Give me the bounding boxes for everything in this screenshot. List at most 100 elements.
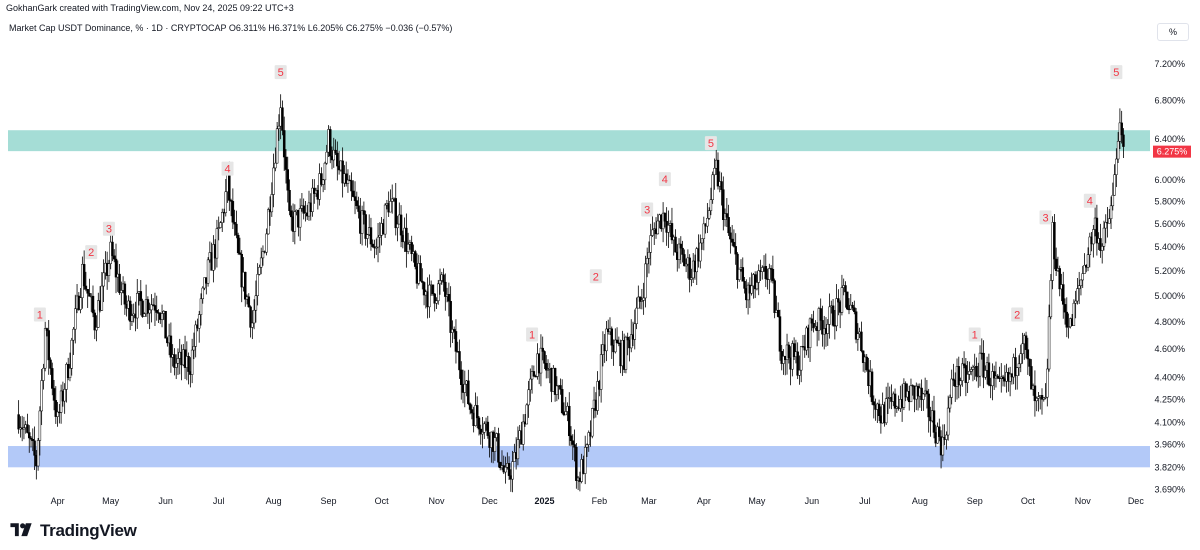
candle-body	[1046, 368, 1049, 398]
candle-body	[174, 363, 178, 368]
candle-body	[799, 346, 803, 371]
candle-body	[111, 241, 114, 257]
candle-body	[553, 368, 557, 395]
candle-body	[452, 329, 456, 332]
candle-body	[371, 243, 374, 247]
wave-label-bg	[704, 136, 717, 151]
candle-body	[107, 263, 111, 276]
candle-body	[219, 222, 222, 228]
candle-body	[651, 229, 654, 236]
candle-body	[792, 343, 796, 357]
candle-body	[1099, 238, 1102, 251]
candle-body	[1104, 222, 1107, 229]
candle-body	[828, 306, 831, 325]
wave-label-bg	[1011, 307, 1024, 322]
candle-body	[47, 330, 50, 361]
candle-body	[633, 323, 637, 340]
candle-body	[667, 225, 670, 233]
price-chart[interactable]: 1234512345123453.690%3.820%3.960%4.100%4…	[0, 16, 1200, 516]
candle-body	[1061, 284, 1065, 305]
candle-body	[688, 257, 691, 280]
candle-body	[1033, 385, 1037, 402]
candle-body	[787, 344, 791, 359]
candle-body	[707, 210, 711, 219]
candle-body	[479, 428, 482, 435]
candle-body	[702, 223, 706, 239]
candle-body	[1076, 288, 1079, 302]
candle-body	[468, 403, 472, 410]
candle-body	[950, 378, 953, 398]
candle-body	[56, 411, 59, 417]
candle-body	[1086, 254, 1090, 268]
candle-body	[298, 208, 302, 228]
candle-body	[529, 378, 532, 391]
candle-body	[952, 378, 955, 381]
candle-body	[1021, 343, 1024, 355]
candle-body	[757, 270, 760, 283]
candle-body	[649, 235, 652, 253]
candle-body	[84, 285, 88, 290]
candle-body	[419, 263, 422, 282]
candle-body	[599, 354, 603, 390]
candle-body	[826, 324, 830, 334]
candle-body	[893, 393, 897, 409]
candle-body	[143, 313, 146, 317]
candle-body	[369, 227, 373, 245]
candle-body	[1115, 158, 1118, 175]
wave-label-2: 2	[593, 271, 599, 283]
candle-body	[884, 398, 888, 424]
candle-body	[992, 371, 996, 379]
y-tick-label: 4.250%	[1154, 394, 1185, 404]
candle-body	[463, 383, 467, 393]
tradingview-logo-icon	[10, 523, 32, 537]
candle-body	[959, 380, 962, 386]
candle-body	[91, 295, 95, 314]
candle-body	[114, 258, 118, 278]
candle-body	[272, 167, 275, 195]
candle-body	[477, 417, 481, 430]
candle-body	[288, 189, 291, 211]
y-tick-label: 4.600%	[1154, 344, 1185, 354]
x-tick-label: Nov	[428, 496, 445, 506]
symbol-legend[interactable]: Market Cap USDT Dominance, % · 1D · CRYP…	[9, 23, 453, 33]
candle-body	[1074, 300, 1077, 304]
candle-body	[102, 272, 105, 287]
candle-body	[49, 359, 52, 369]
candle-body	[1058, 268, 1061, 290]
candle-body	[244, 271, 247, 300]
candle-body	[1026, 349, 1030, 360]
candle-body	[796, 351, 799, 376]
wave-label-1: 1	[37, 309, 43, 321]
candle-body	[1122, 134, 1125, 147]
wave-label-bg	[658, 172, 671, 187]
candle-body	[413, 251, 417, 267]
wave-label-bg	[274, 65, 287, 80]
candle-body	[74, 308, 77, 330]
candle-body	[36, 440, 40, 467]
candle-body	[475, 405, 479, 419]
candle-body	[812, 322, 815, 329]
candle-body	[192, 346, 196, 351]
candle-body	[922, 393, 925, 400]
wave-label-4: 4	[224, 164, 230, 176]
x-tick-label: Aug	[912, 496, 928, 506]
candle-body	[527, 389, 530, 406]
candle-body	[486, 421, 490, 436]
candle-body	[259, 257, 263, 268]
x-tick-label: Sep	[320, 496, 336, 506]
candle-body	[123, 283, 127, 305]
chart-area[interactable]: 1 2 3 4 5 1 2 3 4 5 1 2 3 4 5 3.690% 3.820% 3.960% 4.100% 4…	[0, 16, 1200, 516]
wave-label-3: 3	[106, 224, 112, 236]
percent-scale-button[interactable]: %	[1157, 23, 1189, 41]
candle-body	[516, 439, 520, 460]
candle-body	[97, 300, 100, 328]
wave-label-2: 2	[1014, 309, 1020, 321]
candle-body	[72, 328, 75, 341]
candle-body	[277, 125, 281, 130]
candle-body	[431, 284, 435, 295]
candle-body	[27, 432, 31, 439]
candle-body	[187, 356, 190, 372]
candle-body	[86, 289, 89, 294]
candle-body	[139, 291, 143, 302]
candle-body	[321, 179, 325, 185]
